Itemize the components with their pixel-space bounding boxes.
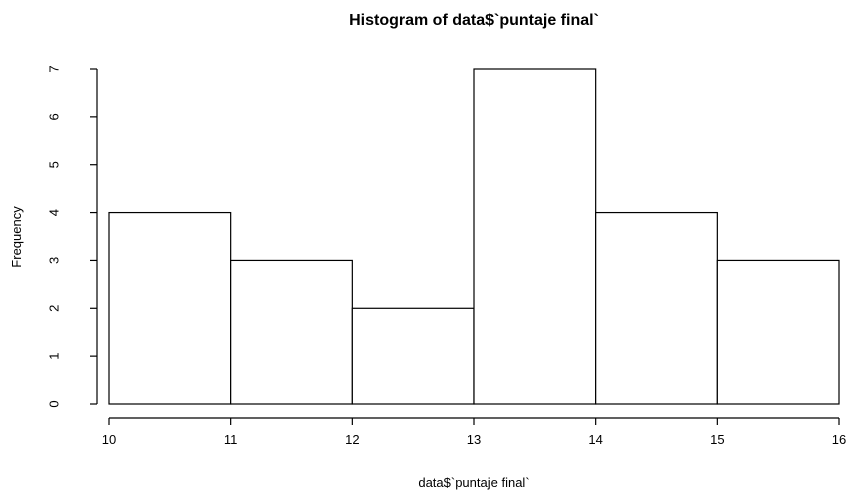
y-tick-label-0: 0 (47, 400, 62, 407)
y-axis: 0 1 2 3 4 5 6 7 (47, 65, 98, 408)
x-tick-label-6: 16 (832, 432, 846, 447)
x-tick-label-4: 14 (588, 432, 602, 447)
y-tick-label-7: 7 (47, 65, 62, 72)
x-tick-label-5: 15 (710, 432, 724, 447)
y-tick-label-4: 4 (47, 209, 62, 216)
x-tick-label-3: 13 (467, 432, 481, 447)
x-tick-label-1: 11 (224, 432, 238, 447)
chart-title: Histogram of data$`puntaje final` (349, 12, 599, 29)
y-axis-label: Frequency (9, 206, 24, 268)
x-axis-label: data$`puntaje final` (418, 475, 529, 490)
x-tick-label-2: 12 (345, 432, 359, 447)
histogram-bar-0 (108, 211, 232, 405)
x-axis: 10 11 12 13 14 15 16 (102, 417, 846, 447)
histogram-bar-1 (230, 259, 353, 405)
y-tick-label-2: 2 (47, 305, 62, 312)
y-tick-label-3: 3 (47, 257, 62, 264)
histogram-bar-2 (351, 307, 475, 405)
y-tick-label-6: 6 (47, 113, 62, 120)
histogram-bar-5 (716, 259, 840, 405)
histogram-bar-4 (595, 211, 718, 405)
y-tick-label-1: 1 (47, 353, 62, 360)
histogram-bar-3 (473, 68, 597, 405)
bars-group (108, 68, 840, 405)
y-tick-label-5: 5 (47, 161, 62, 168)
x-tick-label-0: 10 (102, 432, 116, 447)
